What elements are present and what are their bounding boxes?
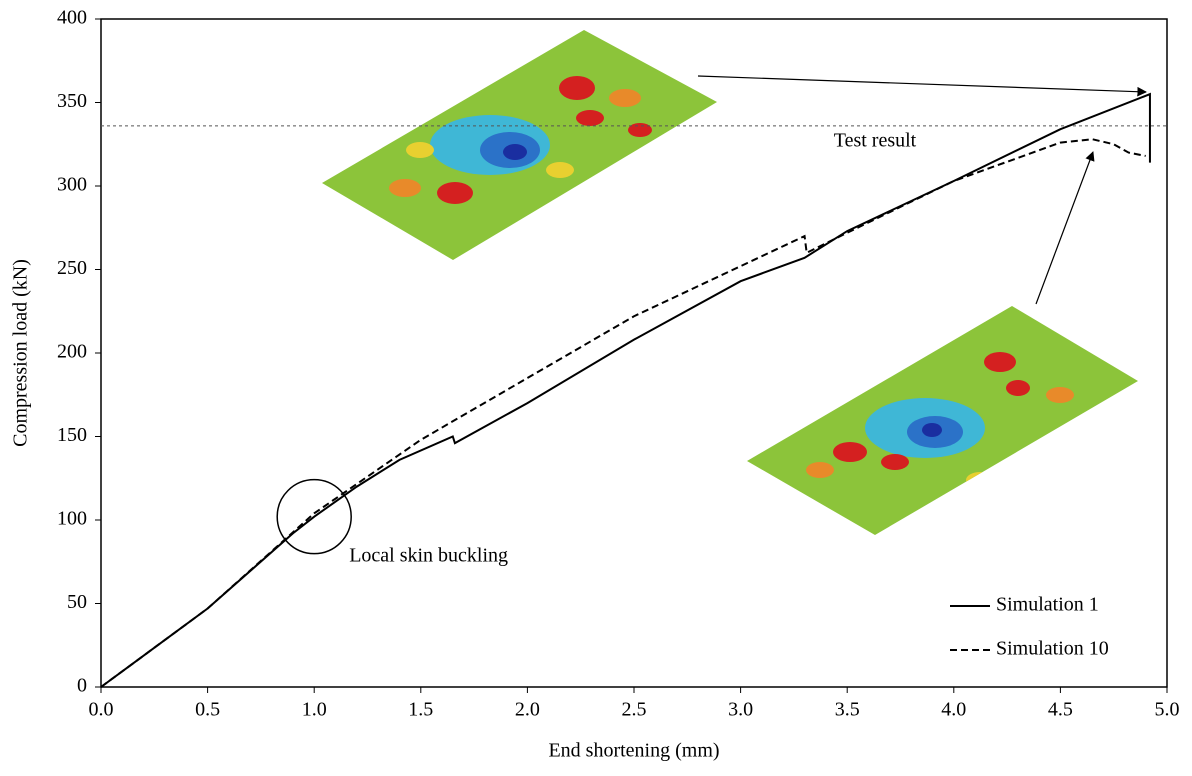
arrow <box>1035 151 1095 305</box>
x-tick-label: 3.5 <box>835 699 860 721</box>
arrow <box>697 75 1147 97</box>
x-tick-label: 2.0 <box>515 699 540 721</box>
annotation-circle <box>276 478 352 555</box>
series-line <box>100 92 1151 688</box>
y-tick-label: 350 <box>57 90 87 112</box>
inset-image-bottom <box>747 306 1138 535</box>
series-line <box>100 138 1146 688</box>
x-tick-label: 4.5 <box>1048 699 1073 721</box>
x-tick-label: 2.5 <box>622 699 647 721</box>
y-tick-label: 0 <box>77 675 87 697</box>
y-axis-label: Compression load (kN) <box>10 259 32 447</box>
x-tick-label: 4.0 <box>941 699 966 721</box>
legend-label: Simulation 10 <box>996 638 1109 660</box>
y-tick-label: 300 <box>57 174 87 196</box>
y-tick-label: 100 <box>57 508 87 530</box>
x-tick-label: 1.5 <box>408 699 433 721</box>
annotation-text: Local skin buckling <box>349 544 508 566</box>
x-tick-label: 0.5 <box>195 699 220 721</box>
y-tick-label: 250 <box>57 257 87 279</box>
y-tick-label: 50 <box>67 591 87 613</box>
reference-label: Test result <box>834 129 917 151</box>
x-tick-label: 3.0 <box>728 699 753 721</box>
x-tick-label: 5.0 <box>1155 699 1180 721</box>
y-tick-label: 150 <box>57 424 87 446</box>
legend-label: Simulation 1 <box>996 594 1099 616</box>
y-tick-label: 200 <box>57 341 87 363</box>
x-tick-label: 1.0 <box>302 699 327 721</box>
x-axis-label: End shortening (mm) <box>548 740 719 762</box>
inset-image-top <box>322 30 717 260</box>
x-tick-label: 0.0 <box>89 699 114 721</box>
y-tick-label: 400 <box>57 7 87 29</box>
